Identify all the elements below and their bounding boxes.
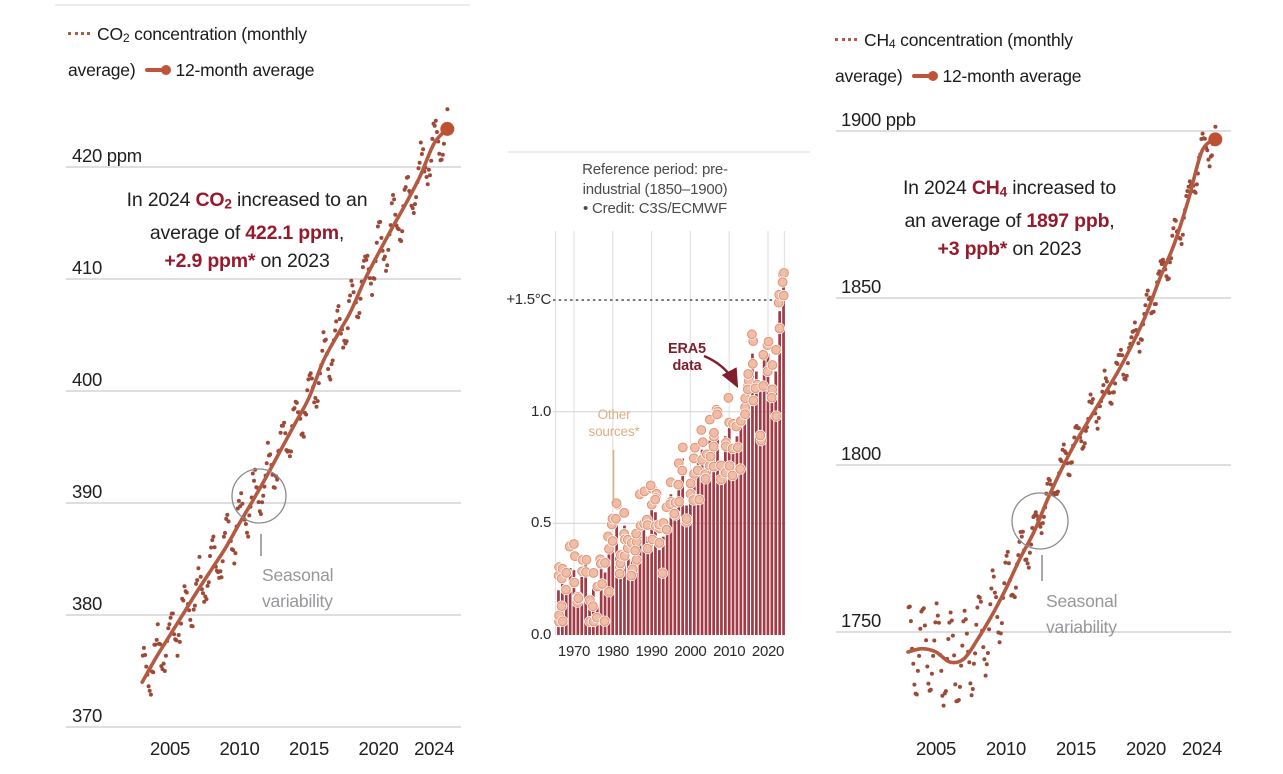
co2-annotation-line3: +2.9 ppm* on 2023	[164, 250, 330, 273]
co2-seasonal-line1: Seasonal	[262, 565, 334, 585]
ch4-annotation-line2: an average of 1897 ppb,	[904, 209, 1115, 232]
temp-ytick-0.5: 0.5	[531, 514, 551, 532]
co2-legend-line2: average) 12-month average	[68, 60, 315, 81]
temp-xtick-1980: 1980	[596, 643, 629, 660]
other-sources-label: Other sources*	[577, 407, 651, 440]
temp-ytick-0: 0.0	[531, 626, 551, 643]
ch4-latest-point	[1208, 132, 1223, 147]
co2-average-line-swatch-icon	[145, 65, 172, 76]
co2-xtick-2005: 2005	[150, 738, 190, 759]
era5-data-label: ERA5 data	[656, 341, 718, 375]
ch4-xtick-2020: 2020	[1126, 738, 1166, 759]
era5-label-line1: ERA5	[668, 341, 706, 357]
ch4-legend-line2: average) 12-month average	[835, 66, 1082, 87]
era5-label-line2: data	[672, 358, 702, 374]
temp-bars	[557, 277, 785, 636]
temp-other-sources-scatter	[553, 267, 790, 628]
co2-seasonal-circle	[231, 468, 287, 524]
ch4-ytick-1800: 1800	[841, 443, 881, 464]
temp-header-line3: • Credit: C3S/ECMWF	[583, 200, 727, 217]
temp-chart-header: Reference period: pre- industrial (1850–…	[525, 160, 785, 219]
co2-xtick-2020: 2020	[358, 738, 399, 759]
ch4-annotation-line1: In 2024 CH4 increased to	[902, 177, 1117, 200]
co2-ytick-400: 400	[72, 369, 102, 390]
ch4-12mo-line	[906, 137, 1218, 665]
co2-monthly-dotted-swatch-icon	[68, 32, 90, 36]
ch4-monthly-dotted-swatch-icon	[835, 38, 857, 42]
temp-ytick-1.5: +1.5°C	[506, 291, 551, 309]
ch4-legend: CH4 concentration (monthly average) 12-mon…	[835, 24, 1082, 92]
co2-ytick-420: 420 ppm	[72, 145, 142, 166]
ch4-xtick-2024: 2024	[1182, 738, 1222, 759]
ch4-xtick-2005: 2005	[916, 738, 956, 759]
ch4-annotation-line3: +3 ppb* on 2023	[937, 238, 1082, 261]
co2-ytick-380: 380	[72, 593, 102, 614]
other-sources-line1: Other	[597, 407, 631, 422]
co2-seasonal-label: Seasonal variability	[262, 562, 334, 614]
co2-xtick-2024: 2024	[414, 738, 455, 759]
co2-ytick-410: 410	[72, 257, 102, 278]
ch4-legend-line1: CH4 concentration (monthly	[835, 24, 1081, 60]
co2-latest-point	[440, 121, 455, 136]
co2-legend: CO2 concentration (monthly average) 12-mon…	[68, 18, 315, 86]
temp-xtick-2000: 2000	[674, 643, 707, 660]
temp-xtick-2010: 2010	[713, 643, 746, 660]
co2-12mo-line	[140, 127, 450, 684]
ch4-ytick-1850: 1850	[841, 276, 881, 297]
ch4-ytick-1750: 1750	[841, 610, 881, 631]
ch4-xtick-2015: 2015	[1056, 738, 1096, 759]
temp-xtick-2020: 2020	[751, 643, 785, 660]
other-sources-line2: sources*	[588, 423, 640, 439]
ch4-xtick-2010: 2010	[986, 738, 1026, 759]
co2-xtick-2015: 2015	[289, 738, 329, 759]
co2-ytick-390: 390	[72, 481, 102, 502]
ch4-average-line-swatch-icon	[912, 71, 939, 82]
ch4-seasonal-label: Seasonal variability	[1046, 588, 1118, 640]
ch4-annotation: In 2024 CH4 increased to an average of 18…	[857, 174, 1162, 264]
co2-annotation: In 2024 CO2 increased to an average of 42…	[97, 186, 397, 276]
ch4-seasonal-circle	[1011, 492, 1069, 550]
co2-xtick-2010: 2010	[219, 738, 260, 759]
temp-xtick-1990: 1990	[635, 643, 668, 660]
co2-seasonal-line2: variability	[262, 591, 333, 611]
co2-ytick-370: 370	[72, 705, 102, 726]
temp-header-line1: Reference period: pre-	[582, 161, 728, 178]
temp-xtick-1970: 1970	[557, 643, 591, 660]
co2-legend-line1: CO2 concentration (monthly	[68, 18, 314, 54]
ch4-ytick-1900: 1900 ppb	[841, 109, 916, 130]
co2-annotation-line2: average of 422.1 ppm,	[149, 221, 345, 244]
temp-header-line2: industrial (1850–1900)	[582, 180, 728, 198]
temp-ytick-1: 1.0	[531, 402, 551, 420]
ch4-seasonal-line2: variability	[1046, 617, 1117, 637]
ch4-seasonal-line1: Seasonal	[1046, 591, 1118, 611]
era5-arrow	[703, 354, 739, 389]
co2-annotation-line1: In 2024 CO2 increased to an	[126, 189, 368, 212]
